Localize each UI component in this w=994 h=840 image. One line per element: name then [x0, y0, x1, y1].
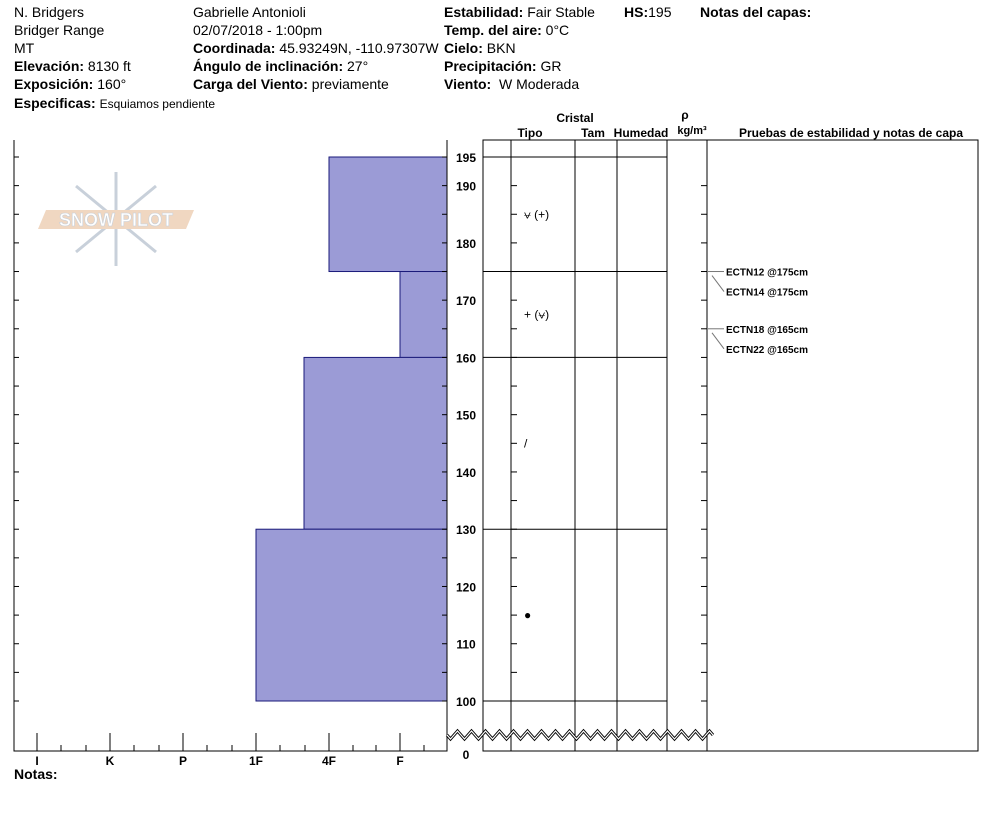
height-tick-label: 180	[456, 237, 476, 251]
datetime: 02/07/2018 - 1:00pm	[193, 22, 323, 38]
height-tick-label: 120	[456, 580, 476, 594]
hardness-bar	[399, 271, 448, 358]
observer: Gabrielle Antonioli	[193, 4, 306, 20]
snowpilot-logo: SNOW PILOT	[38, 172, 194, 266]
hardness-tick-label: 4F	[322, 754, 336, 768]
height-tick-label: 130	[456, 523, 476, 537]
column-header: Cristal	[556, 111, 593, 125]
state: MT	[14, 40, 35, 56]
column-header: Tam	[581, 126, 605, 140]
stability-test-label: ECTN18 @165cm	[726, 325, 808, 336]
air-temp: Temp. del aire: 0°C	[444, 22, 570, 38]
column-header: kg/m³	[677, 125, 707, 137]
height-tick-label: 190	[456, 180, 476, 194]
column-header: ρ	[681, 108, 688, 122]
hardness-bar	[255, 528, 448, 702]
grain-type-symbol: ●	[524, 608, 531, 622]
height-tick-label: 100	[456, 695, 476, 709]
test-arrow	[711, 332, 725, 350]
grain-type-symbol: ⩝ (+)	[524, 207, 549, 221]
wind: Viento: W Moderada	[444, 76, 580, 92]
stability-test-label: ECTN12 @175cm	[726, 268, 808, 279]
hardness-plot-frame	[13, 140, 448, 752]
stability-test-label: ECTN22 @165cm	[726, 345, 808, 356]
height-tick-label: 0	[463, 748, 470, 762]
location: N. Bridgers	[14, 4, 85, 20]
hardness-tick-label: 1F	[249, 754, 263, 768]
height-tick-label: 195	[456, 151, 476, 165]
layer-table-frame	[482, 139, 979, 752]
precipitation: Precipitación: GR	[444, 58, 562, 74]
column-header: Tipo	[517, 126, 542, 140]
hs: HS:195	[624, 4, 672, 20]
specifics: Especificas: Esquiamos pendiente	[14, 95, 216, 111]
layer-notes-label: Notas del capas:	[700, 4, 812, 20]
wind-loading: Carga del Viento: previamente	[193, 76, 389, 92]
hardness-tick-label: K	[106, 754, 115, 768]
height-tick-label: 150	[456, 409, 476, 423]
notes-label: Notas:	[14, 766, 58, 782]
column-header: Pruebas de estabilidad y notas de capa	[739, 126, 963, 140]
axis-break-inner	[446, 730, 714, 740]
hardness-tick-label: F	[396, 754, 403, 768]
range: Bridger Range	[14, 22, 105, 38]
height-tick-label: 170	[456, 294, 476, 308]
height-tick-label: 110	[456, 638, 476, 652]
grain-type-symbol: + (⩝)	[524, 307, 549, 321]
grain-type-symbol: /	[524, 436, 528, 450]
aspect: Exposición: 160°	[14, 76, 127, 92]
hardness-tick-label: I	[35, 754, 38, 768]
stability: Estabilidad: Fair Stable	[444, 4, 595, 20]
column-header: Humedad	[614, 126, 669, 140]
test-arrow	[711, 275, 725, 292]
stability-test-label: ECTN14 @175cm	[726, 288, 808, 299]
hardness-tick-label: P	[179, 754, 187, 768]
sky: Cielo: BKN	[444, 40, 516, 56]
slope-angle: Ángulo de inclinación: 27°	[193, 58, 369, 74]
hardness-bar	[303, 356, 448, 530]
height-tick-label: 140	[456, 466, 476, 480]
height-tick-label: 160	[456, 351, 476, 365]
coordinates: Coordinada: 45.93249N, -110.97307W	[193, 40, 439, 56]
hardness-bar	[328, 156, 448, 273]
elevation: Elevación: 8130 ft	[14, 58, 131, 74]
logo-text: SNOW PILOT	[59, 210, 173, 230]
